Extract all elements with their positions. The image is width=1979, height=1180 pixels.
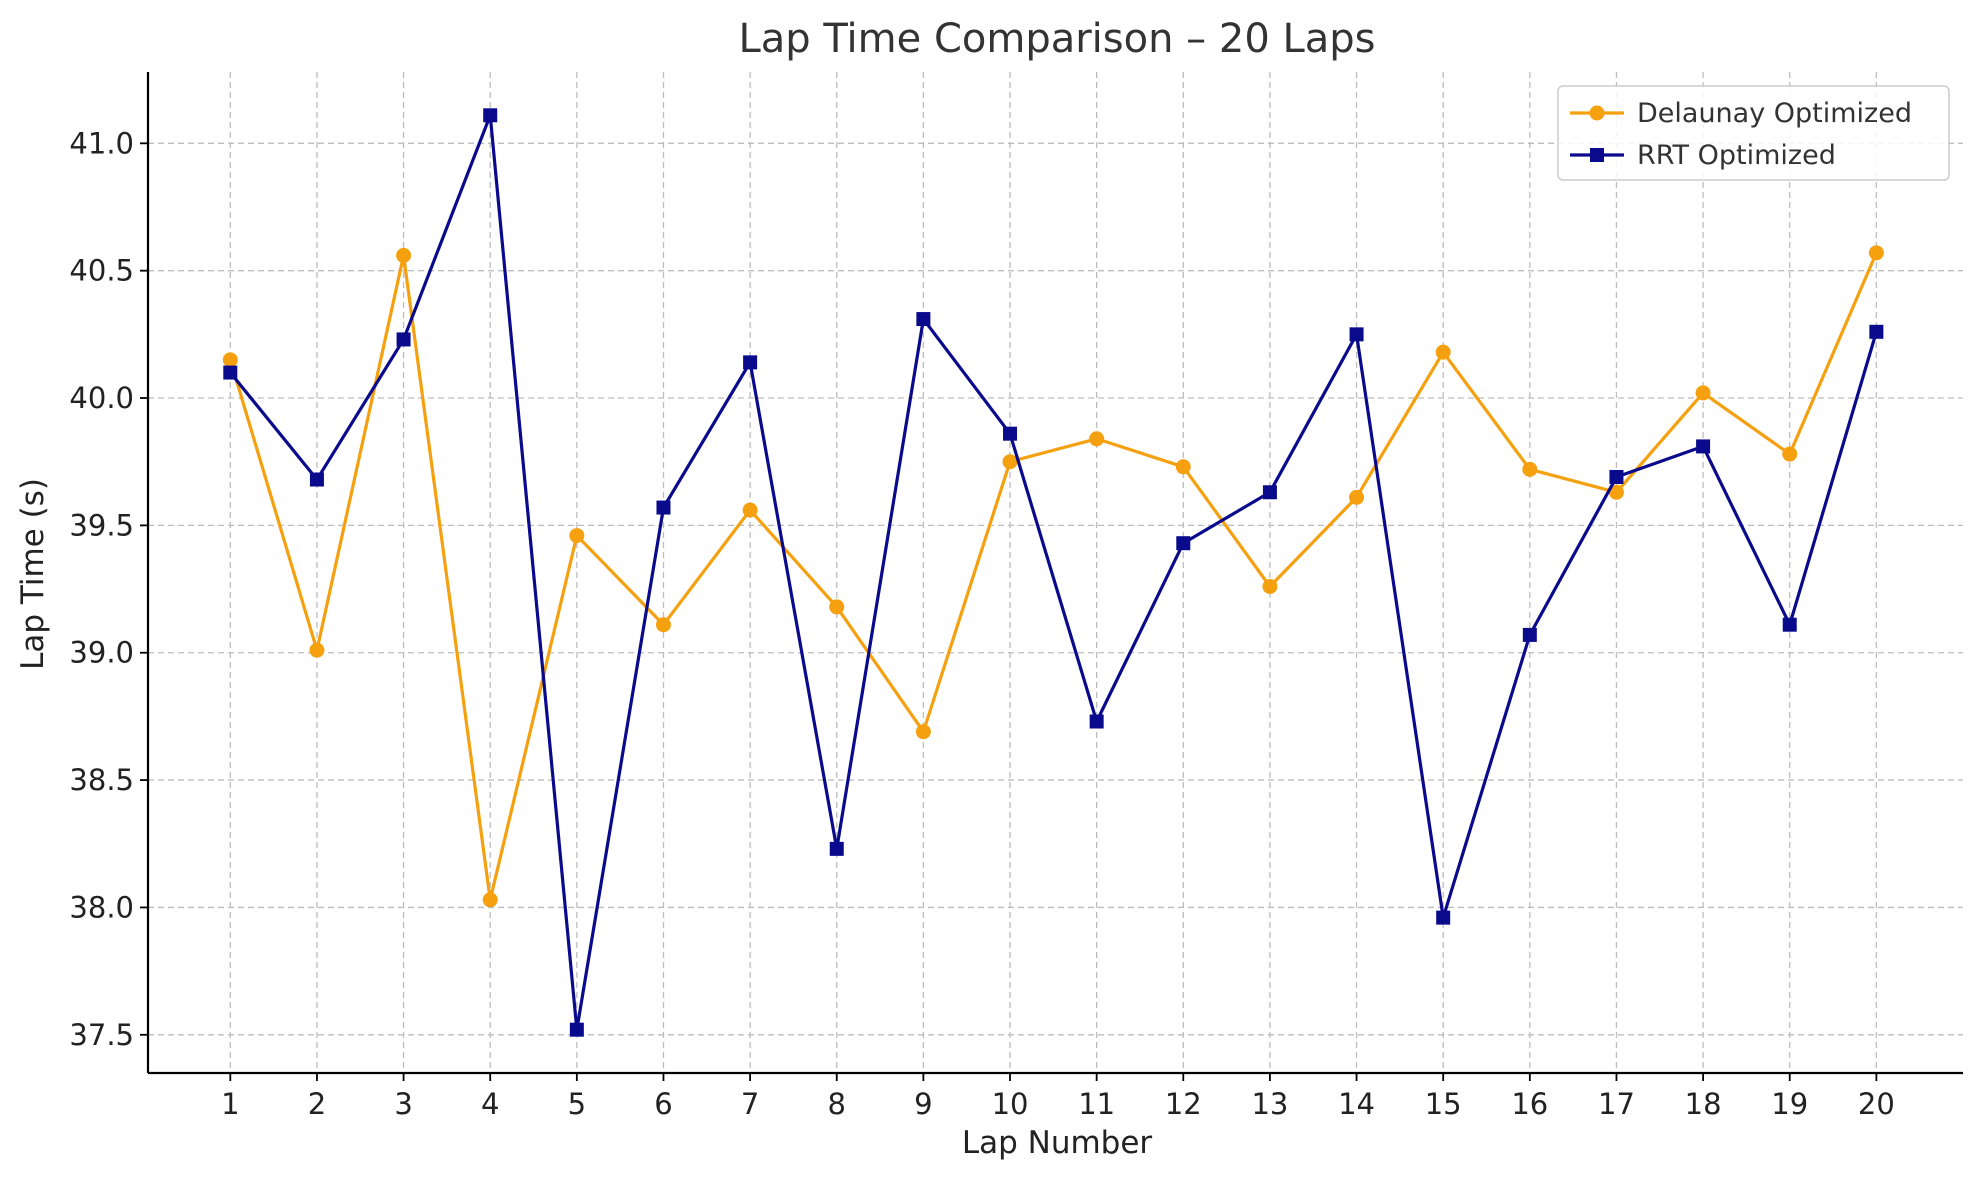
legend-swatch-marker (1590, 148, 1604, 162)
data-point (916, 312, 931, 327)
y-tick-label: 40.5 (69, 254, 134, 288)
series-2 (223, 108, 1884, 1037)
data-point (1522, 461, 1538, 477)
x-tick-label: 4 (481, 1087, 499, 1121)
legend-swatch-marker (1589, 105, 1605, 121)
x-tick-label: 1 (221, 1087, 239, 1121)
data-point (743, 355, 758, 370)
y-tick-label: 40.0 (69, 381, 134, 415)
y-tick-label: 41.0 (69, 126, 134, 160)
legend-box (1557, 85, 1950, 181)
data-point (1262, 485, 1277, 500)
x-tick-label: 9 (914, 1087, 932, 1121)
y-axis-label: Lap Time (s) (15, 478, 51, 670)
y-tick-label: 38.5 (69, 763, 134, 797)
x-tick-label: 6 (654, 1087, 672, 1121)
x-tick-label: 13 (1251, 1087, 1288, 1121)
data-point (223, 365, 238, 380)
series-layer (222, 108, 1884, 1037)
data-point (1695, 385, 1711, 401)
x-tick-label: 3 (394, 1087, 412, 1121)
data-point (569, 1022, 584, 1037)
x-tick-label: 8 (828, 1087, 846, 1121)
data-point (1349, 489, 1365, 505)
y-tick-label: 39.0 (69, 636, 134, 670)
x-tick-label: 15 (1425, 1087, 1462, 1121)
series-line (229, 113, 1878, 1032)
data-point (1089, 431, 1105, 447)
data-point (1608, 484, 1624, 500)
x-tick-label: 2 (308, 1087, 326, 1121)
data-point (309, 642, 325, 658)
data-point (1869, 324, 1884, 339)
x-tick-label: 17 (1598, 1087, 1635, 1121)
data-point (309, 472, 324, 487)
data-point (569, 528, 585, 544)
data-point (1435, 344, 1451, 360)
data-point (1782, 617, 1797, 632)
data-point (1262, 579, 1278, 595)
legend-label: RRT Optimized (1637, 140, 1836, 171)
x-tick-label: 14 (1338, 1087, 1375, 1121)
data-point (829, 841, 844, 856)
data-point (483, 108, 498, 123)
y-tick-label: 37.5 (69, 1018, 134, 1052)
data-point (1436, 910, 1451, 925)
legend-item: RRT Optimized (1570, 140, 1836, 171)
x-tick-label: 7 (741, 1087, 759, 1121)
data-point (655, 617, 671, 633)
legend-label: Delaunay Optimized (1637, 98, 1912, 129)
data-point (396, 332, 411, 347)
y-tick-label: 39.5 (69, 508, 134, 542)
legend: Delaunay Optimized RRT Optimized (1557, 85, 1950, 181)
data-point (1349, 327, 1364, 342)
data-point (829, 599, 845, 615)
axes-layer: 1 2 3 4 5 6 7 8 9 10 11 12 13 14 15 16 17 18 19 2037.538.03… (69, 72, 1963, 1121)
data-point (1003, 426, 1018, 441)
data-point (1782, 446, 1798, 462)
data-point (915, 724, 931, 740)
x-tick-label: 10 (992, 1087, 1029, 1121)
x-axis-label: Lap Number (962, 1125, 1153, 1161)
series-line (228, 252, 1878, 902)
data-point (1868, 245, 1884, 261)
data-point (1609, 469, 1624, 484)
x-tick-label: 16 (1511, 1087, 1548, 1121)
data-point (1696, 439, 1711, 454)
y-tick-label: 38.0 (69, 890, 134, 924)
data-point (1522, 627, 1537, 642)
grid-layer (148, 72, 1963, 1073)
legend-item: Delaunay Optimized (1570, 98, 1912, 129)
data-point (656, 500, 671, 515)
data-point (1002, 454, 1018, 470)
x-tick-label: 11 (1078, 1087, 1115, 1121)
x-tick-label: 18 (1685, 1087, 1722, 1121)
chart-title: Lap Time Comparison – 20 Laps (738, 16, 1375, 62)
data-point (482, 892, 498, 908)
data-point (396, 247, 412, 263)
data-point (222, 352, 238, 368)
x-tick-label: 19 (1771, 1087, 1808, 1121)
data-point (1176, 536, 1191, 551)
data-point (1175, 459, 1191, 475)
data-point (1089, 714, 1104, 729)
x-tick-label: 12 (1165, 1087, 1202, 1121)
x-tick-label: 5 (568, 1087, 586, 1121)
series-1 (222, 245, 1884, 908)
data-point (742, 502, 758, 518)
x-tick-label: 20 (1858, 1087, 1895, 1121)
